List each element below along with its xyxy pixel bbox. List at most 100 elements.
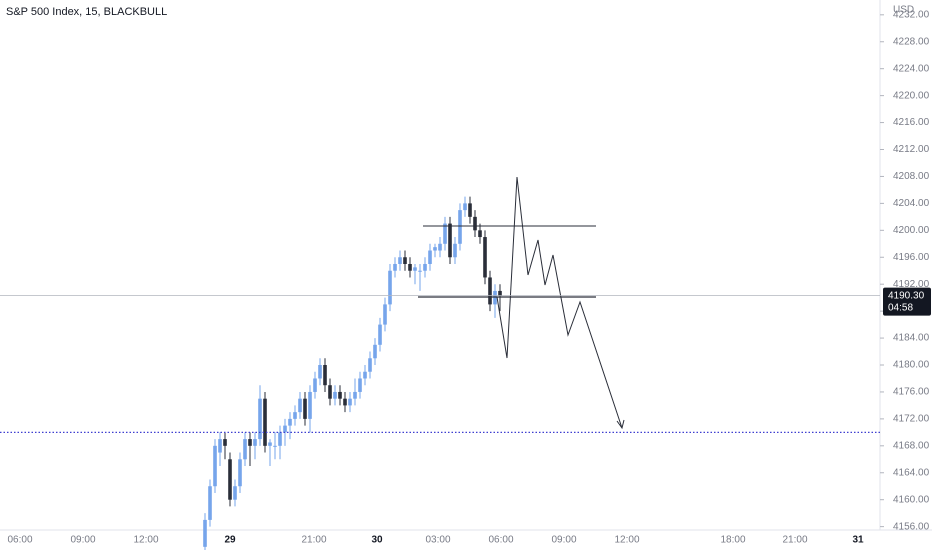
candle-body: [248, 439, 252, 446]
x-tick-label: 21:00: [782, 535, 807, 546]
candle-body: [383, 304, 387, 325]
candle-body: [328, 385, 332, 399]
candle-body: [213, 445, 217, 487]
y-tick-label: 4204.00: [893, 198, 930, 209]
x-tick-label: 03:00: [425, 535, 450, 546]
candle-body: [453, 243, 457, 258]
candle-body: [443, 223, 447, 244]
candle-body: [428, 250, 432, 264]
candle-body: [493, 290, 497, 305]
candle-body: [318, 365, 322, 379]
arrow-head: [616, 419, 625, 430]
x-tick-label: 21:00: [301, 535, 326, 546]
y-tick-label: 4220.00: [893, 90, 930, 101]
drawings: [418, 176, 625, 430]
candle-body: [473, 216, 477, 231]
y-tick-label: 4172.00: [893, 414, 930, 425]
candle-body: [378, 324, 382, 345]
x-tick-label: 12:00: [133, 535, 158, 546]
candle-body: [398, 257, 402, 264]
candle-body: [418, 270, 422, 272]
y-tick-label: 4164.00: [893, 467, 930, 478]
last-price-label: 4190.30: [888, 290, 925, 301]
candle-body: [308, 391, 312, 419]
candle-body: [413, 267, 417, 271]
countdown: 04:58: [888, 302, 913, 313]
candle-body: [288, 418, 292, 426]
currency: USD: [893, 5, 914, 16]
candle-body: [393, 263, 397, 271]
y-tick-label: 4180.00: [893, 360, 930, 371]
y-tick-label: 4160.00: [893, 494, 930, 505]
x-tick-label: 30: [371, 535, 383, 546]
y-tick-label: 4168.00: [893, 440, 930, 451]
x-tick-label: 09:00: [70, 535, 95, 546]
candle-body: [498, 290, 502, 296]
y-tick-label: 4156.00: [893, 521, 930, 532]
y-tick-label: 4196.00: [893, 252, 930, 263]
candle-body: [323, 365, 327, 386]
candle-body: [478, 230, 482, 238]
candle-body: [343, 398, 347, 406]
candle-body: [228, 459, 232, 500]
candle-body: [278, 432, 282, 446]
candles: [203, 196, 502, 550]
candle-body: [438, 243, 442, 251]
x-tick-label: 29: [224, 535, 236, 546]
candle-body: [313, 378, 317, 392]
y-tick-label: 4228.00: [893, 36, 930, 47]
x-tick-label: 12:00: [614, 535, 639, 546]
candle-body: [263, 398, 267, 446]
candle-body: [408, 263, 412, 271]
candle-body: [338, 391, 342, 399]
x-tick-label: 06:00: [7, 535, 32, 546]
candle-body: [423, 263, 427, 271]
y-tick-label: 4216.00: [893, 117, 930, 128]
y-tick-label: 4192.00: [893, 279, 930, 290]
candle-body: [368, 358, 372, 372]
candle-body: [273, 445, 277, 447]
candle-body: [223, 439, 227, 446]
candle-body: [208, 486, 212, 520]
y-tick-label: 4200.00: [893, 225, 930, 236]
projection-path: [496, 176, 623, 429]
y-tick-label: 4224.00: [893, 63, 930, 74]
x-tick-label: 31: [852, 535, 864, 546]
chart-title: S&P 500 Index, 15, BLACKBULL: [6, 6, 167, 18]
y-tick-label: 4176.00: [893, 387, 930, 398]
candle-body: [458, 210, 462, 244]
candle-body: [238, 459, 242, 487]
candle-body: [203, 519, 207, 547]
candle-body: [218, 439, 222, 453]
candle-body: [488, 277, 492, 305]
candle-body: [468, 203, 472, 217]
candle-body: [388, 270, 392, 305]
candle-body: [283, 425, 287, 433]
y-tick-label: 4208.00: [893, 171, 930, 182]
candle-body: [373, 344, 377, 359]
x-tick-label: 06:00: [488, 535, 513, 546]
y-tick-label: 4212.00: [893, 144, 930, 155]
candle-body: [253, 439, 257, 446]
candle-body: [463, 203, 467, 211]
candle-body: [233, 486, 237, 500]
candle-body: [348, 398, 352, 406]
candle-body: [483, 237, 487, 278]
candle-body: [433, 247, 437, 251]
x-tick-label: 18:00: [720, 535, 745, 546]
candle-body: [333, 391, 337, 399]
candle-body: [258, 398, 262, 440]
candle-body: [298, 398, 302, 413]
candle-body: [363, 371, 367, 379]
candle-body: [353, 391, 357, 399]
x-tick-label: 09:00: [551, 535, 576, 546]
candle-body: [268, 442, 272, 446]
y-tick-label: 4184.00: [893, 333, 930, 344]
candle-body: [243, 439, 247, 460]
candle-body: [358, 378, 362, 392]
candle-body: [303, 398, 307, 419]
last-price-box: [883, 287, 931, 316]
